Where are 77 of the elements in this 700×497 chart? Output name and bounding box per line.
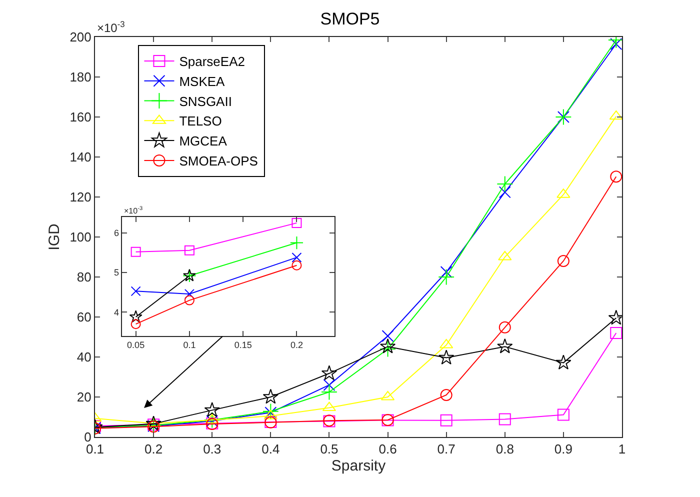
point [184, 288, 194, 299]
point [380, 338, 396, 354]
point [146, 416, 162, 431]
point [610, 327, 622, 339]
point [264, 406, 277, 419]
x-tick-label: 0.2 [144, 442, 163, 457]
y-tick-label: 20 [76, 390, 92, 405]
point [610, 38, 622, 50]
x-tick-label: 0.05 [127, 340, 145, 350]
x-tick-label: 0.7 [437, 442, 456, 457]
chart-title: SMOP5 [320, 9, 380, 28]
y-tick-label: 160 [70, 110, 92, 125]
point [206, 415, 218, 427]
x-tick-label: 0.4 [262, 442, 280, 457]
y-tick-label: 80 [76, 270, 92, 285]
point [129, 310, 142, 323]
point [323, 379, 336, 391]
point [557, 408, 570, 421]
point [438, 350, 454, 365]
y-axis-title: IGD [46, 224, 63, 250]
x-tick-label: 0.9 [554, 442, 572, 457]
point [440, 389, 452, 401]
point [292, 252, 302, 262]
x-axis-title: Sparsity [331, 458, 386, 475]
point [130, 246, 141, 257]
point [130, 286, 141, 296]
text: ×10$^{-3}$ [97, 19, 126, 36]
y-tick-label: 100 [70, 230, 92, 245]
point [262, 403, 279, 420]
legend-label: TELSO [179, 114, 222, 129]
point [290, 236, 304, 250]
point [556, 354, 572, 370]
y-tick-label: 6 [114, 228, 120, 238]
y-tick-label: 140 [70, 150, 92, 165]
y-tick-label: 4 [114, 307, 120, 318]
point [204, 402, 220, 417]
x-tick-label: 0.8 [496, 442, 514, 457]
legend-label: MGCEA [179, 134, 228, 149]
point [498, 186, 511, 198]
point [292, 218, 302, 228]
y-tick-label: 5 [114, 268, 120, 278]
x-tick-label: 0.2 [290, 340, 303, 350]
y-tick-label: 120 [70, 190, 92, 205]
y-tick-label: 40 [76, 350, 92, 365]
point [610, 170, 622, 183]
y-tick-label: 180 [70, 70, 92, 85]
legend-label: MSKEA [179, 74, 226, 89]
legend-label: SMOEA-OPS [179, 154, 258, 169]
x-tick-label: 0.6 [378, 442, 397, 457]
point [438, 268, 455, 286]
point [557, 255, 570, 267]
point [184, 295, 194, 306]
point [292, 260, 302, 270]
point [380, 340, 396, 358]
x-tick-label: 0.1 [183, 340, 196, 350]
point [498, 413, 511, 426]
x-tick-label: 1 [618, 442, 626, 457]
point [496, 176, 514, 192]
point [262, 388, 278, 404]
x-tick-label: 0.15 [234, 340, 252, 350]
point [130, 319, 141, 330]
x-tick-label: 0.5 [320, 442, 338, 457]
y-tick-label: 60 [76, 310, 92, 325]
point [497, 338, 513, 354]
point [321, 384, 338, 400]
x-tick-label: 0.3 [203, 442, 222, 457]
point [440, 266, 452, 278]
point [184, 245, 194, 256]
point [498, 321, 511, 334]
point [609, 110, 622, 120]
legend-label: SparseEA2 [179, 54, 245, 70]
point [321, 365, 338, 380]
point [440, 414, 452, 426]
legend-label: SNSGAII [179, 94, 232, 109]
annotation: ×10$^{-3}$ [124, 206, 143, 216]
point [382, 330, 394, 342]
y-tick-label: 200 [70, 30, 92, 45]
